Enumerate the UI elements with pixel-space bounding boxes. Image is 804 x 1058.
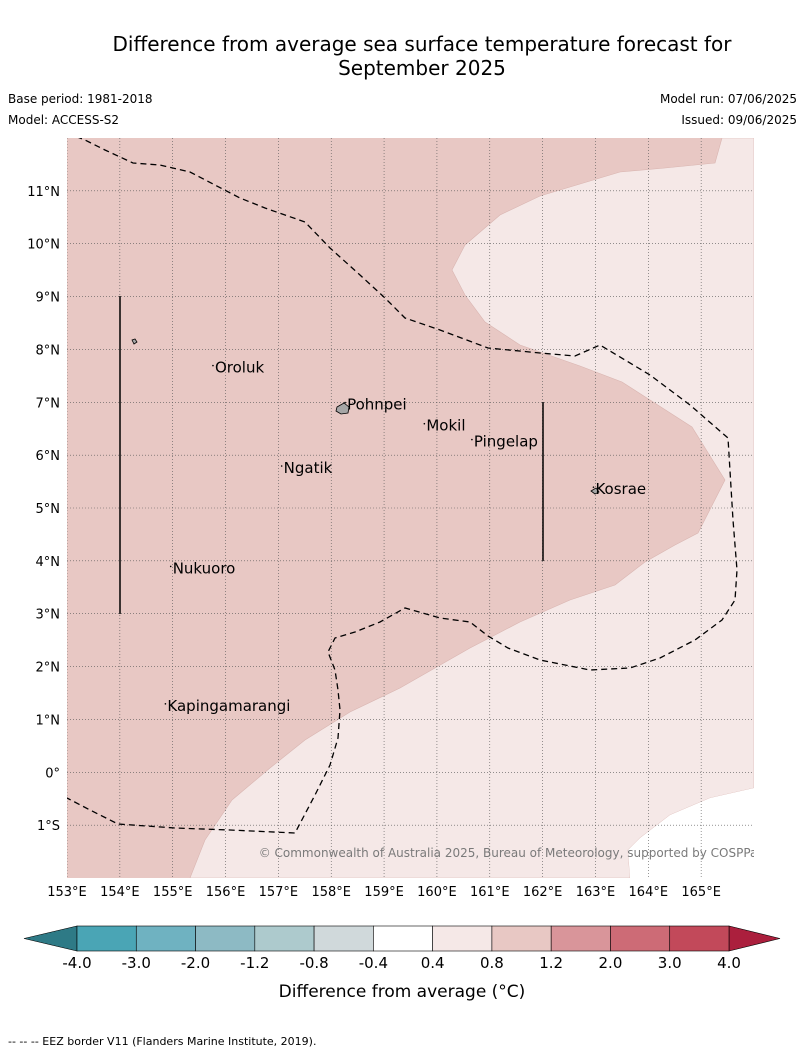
lat-tick-label: 5°N bbox=[36, 502, 61, 517]
place-label-pingelap: Pingelap bbox=[474, 433, 538, 451]
lon-tick-label: 159°E bbox=[364, 885, 404, 900]
lat-tick-label: 11°N bbox=[27, 185, 60, 200]
lat-tick-label: 3°N bbox=[36, 608, 61, 623]
lat-tick-label: 1°S bbox=[37, 819, 60, 834]
colorbar-tick-label: -0.4 bbox=[359, 954, 388, 972]
colorbar-bin bbox=[373, 925, 433, 952]
colorbar-bin bbox=[491, 925, 552, 952]
lon-tick-label: 162°E bbox=[523, 885, 563, 900]
colorbar-min-extension bbox=[23, 925, 78, 952]
place-marker bbox=[423, 422, 426, 425]
graticule bbox=[67, 138, 754, 878]
longitude-labels: 153°E 154°E 155°E 156°E 157°E 158°E 159°E 160°E… bbox=[47, 885, 721, 900]
island-pohnpei-shape bbox=[335, 402, 350, 415]
lat-tick-label: 0° bbox=[45, 766, 60, 781]
chart-title: Difference from average sea surface temp… bbox=[60, 32, 784, 80]
colorbar-tick-label: 3.0 bbox=[658, 954, 682, 972]
colorbar-tick-label: -1.2 bbox=[240, 954, 269, 972]
colorbar-bin bbox=[76, 925, 137, 952]
place-marker bbox=[169, 565, 172, 568]
lat-tick-label: 8°N bbox=[36, 343, 61, 358]
eez-border-fsm bbox=[67, 138, 738, 834]
place-label-kapingamarangi: Kapingamarangi bbox=[167, 697, 290, 715]
islands bbox=[131, 338, 600, 495]
eez-borders bbox=[67, 138, 738, 834]
title-line-1: Difference from average sea surface temp… bbox=[112, 32, 732, 56]
lat-tick-label: 10°N bbox=[27, 238, 60, 253]
model-run: Model run: 07/06/2025 bbox=[659, 92, 797, 106]
title-line-2: September 2025 bbox=[338, 56, 506, 80]
place-marker bbox=[344, 401, 346, 404]
place-label-nukuoro: Nukuoro bbox=[173, 559, 236, 577]
lon-tick-label: 154°E bbox=[100, 885, 140, 900]
lat-tick-label: 2°N bbox=[36, 661, 61, 676]
colorbar-bin bbox=[610, 925, 671, 952]
copyright-credit: © Commonwealth of Australia 2025, Bureau… bbox=[259, 846, 764, 860]
colorbar-bin bbox=[550, 925, 611, 952]
colorbar-bin bbox=[254, 925, 315, 952]
eez-footnote: -- -- -- EEZ border V11 (Flanders Marine… bbox=[8, 1035, 317, 1048]
colorbar-label: Difference from average (°C) bbox=[279, 982, 526, 1002]
lat-tick-label: 9°N bbox=[36, 291, 61, 306]
map-area: Oroluk Pohnpei Mokil Pingelap Ngatik Kosrae Nu… bbox=[67, 138, 764, 878]
colorbar-bin bbox=[195, 925, 256, 952]
place-marker bbox=[280, 465, 283, 467]
colorbar-tick-label: -2.0 bbox=[181, 954, 210, 972]
place-label-kosrae: Kosrae bbox=[595, 480, 646, 498]
place-label-ngatik: Ngatik bbox=[284, 459, 333, 477]
place-labels: Oroluk Pohnpei Mokil Pingelap Ngatik Kosrae Nu… bbox=[164, 359, 646, 715]
colorbar-tick-label: 2.0 bbox=[599, 954, 623, 972]
lon-tick-label: 161°E bbox=[470, 885, 510, 900]
colorbar-tick-label: -0.8 bbox=[299, 954, 328, 972]
base-period: Base period: 1981-2018 bbox=[8, 92, 153, 106]
place-marker bbox=[212, 364, 214, 367]
colorbar-tick-label: 0.4 bbox=[421, 954, 445, 972]
lon-tick-label: 155°E bbox=[153, 885, 193, 900]
island-kosrae-shape bbox=[590, 487, 600, 495]
lat-tick-label: 4°N bbox=[36, 555, 61, 570]
colorbar-tick-label: 1.2 bbox=[539, 954, 563, 972]
latitude-labels: 11°N 10°N 9°N 8°N 7°N 6°N 5°N 4°N 3°N 2°N 1°N 0° 1°S bbox=[27, 185, 60, 834]
colorbar-tick-label: -3.0 bbox=[122, 954, 151, 972]
lon-tick-label: 163°E bbox=[576, 885, 616, 900]
lon-tick-label: 160°E bbox=[417, 885, 457, 900]
lon-tick-label: 156°E bbox=[206, 885, 246, 900]
lat-tick-label: 7°N bbox=[36, 396, 61, 411]
place-marker bbox=[592, 486, 595, 488]
place-label-pohnpei: Pohnpei bbox=[347, 396, 407, 414]
place-marker bbox=[164, 703, 167, 705]
lon-tick-label: 158°E bbox=[311, 885, 351, 900]
lat-tick-label: 1°N bbox=[36, 713, 61, 728]
colorbar: -4.0 -3.0 -2.0 -1.2 -0.8 -0.4 0.4 0.8 1.2 2.0 3.0 4… bbox=[23, 925, 781, 972]
colorbar-tick-label: 0.8 bbox=[480, 954, 504, 972]
place-marker bbox=[471, 438, 473, 441]
lon-tick-label: 164°E bbox=[629, 885, 669, 900]
issued-date: Issued: 09/06/2025 bbox=[681, 113, 797, 127]
region-separator-lines bbox=[119, 296, 544, 614]
colorbar-bin bbox=[313, 925, 374, 952]
colorbar-max-extension bbox=[728, 925, 781, 952]
lat-tick-label: 6°N bbox=[36, 449, 61, 464]
island-small-a bbox=[131, 338, 138, 345]
colorbar-bin bbox=[135, 925, 196, 952]
place-label-oroluk: Oroluk bbox=[215, 359, 264, 377]
lon-tick-label: 153°E bbox=[47, 885, 87, 900]
anomaly-band-0.4-0.8 bbox=[189, 138, 754, 878]
model-name: Model: ACCESS-S2 bbox=[8, 113, 120, 127]
lon-tick-label: 165°E bbox=[681, 885, 721, 900]
place-label-mokil: Mokil bbox=[426, 417, 465, 435]
colorbar-bin bbox=[669, 925, 730, 952]
colorbar-tick-label: -4.0 bbox=[62, 954, 91, 972]
lon-tick-label: 157°E bbox=[259, 885, 299, 900]
colorbar-bin bbox=[432, 925, 493, 952]
colorbar-tick-label: 4.0 bbox=[717, 954, 741, 972]
anomaly-band-white bbox=[628, 788, 754, 878]
